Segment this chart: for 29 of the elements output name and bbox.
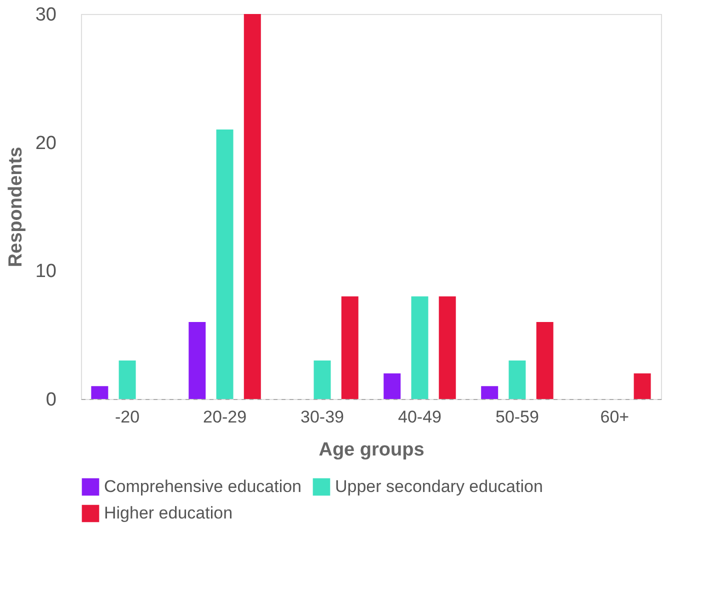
bar: [411, 296, 428, 399]
x-axis-title: Age groups: [318, 440, 424, 460]
x-tick-label: 20-29: [203, 408, 247, 426]
bar: [481, 386, 498, 399]
y-tick-label: 20: [35, 132, 56, 154]
bar: [536, 322, 554, 399]
bar: [508, 360, 526, 399]
y-axis-title: Respondents: [5, 146, 26, 268]
y-tick-label: 0: [46, 390, 56, 410]
bar: [341, 296, 358, 399]
x-tick-label: 50-59: [495, 408, 539, 426]
legend-label: Comprehensive education: [104, 476, 302, 496]
bar: [91, 386, 108, 399]
y-tick-label: 30: [35, 4, 56, 26]
x-tick-label: 40-49: [398, 408, 442, 426]
x-tick-label: -20: [115, 408, 140, 426]
bar: [634, 373, 651, 399]
legend-label: Upper secondary education: [335, 476, 543, 496]
bar: [188, 322, 206, 399]
bar: [314, 360, 331, 399]
x-tick-label: 30-39: [300, 408, 344, 426]
bar: [438, 296, 456, 399]
legend-label: Higher education: [104, 504, 233, 522]
bar: [384, 373, 401, 399]
bar: [216, 130, 234, 399]
bar: [118, 360, 136, 399]
y-tick-label: 10: [35, 261, 56, 282]
bar: [244, 14, 261, 399]
x-tick-label: 60+: [600, 408, 630, 426]
